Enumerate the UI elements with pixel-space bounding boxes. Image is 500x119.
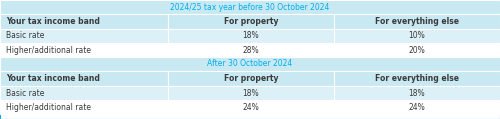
Bar (334, 29, 500, 43)
Bar (0, 0, 500, 14)
Bar (0, 43, 168, 57)
Bar (0, 29, 168, 43)
Text: 2024/25 tax year before 30 October 2024: 2024/25 tax year before 30 October 2024 (170, 2, 330, 12)
Text: 18%: 18% (242, 89, 259, 97)
Text: Your tax income band: Your tax income band (6, 74, 100, 83)
Bar (168, 86, 334, 100)
Bar (334, 43, 500, 57)
Text: 18%: 18% (242, 32, 259, 40)
Text: Higher/additional rate: Higher/additional rate (6, 102, 91, 112)
Text: For property: For property (224, 74, 278, 83)
Bar (0, 14, 168, 29)
Bar (168, 71, 334, 86)
Text: 10%: 10% (408, 32, 426, 40)
Bar (334, 14, 500, 29)
Text: 24%: 24% (242, 102, 259, 112)
Bar (168, 100, 334, 114)
Bar (168, 29, 334, 43)
Bar (334, 86, 500, 100)
Text: 28%: 28% (242, 45, 259, 55)
Text: Basic rate: Basic rate (6, 32, 44, 40)
Text: 18%: 18% (408, 89, 426, 97)
Bar (168, 14, 334, 29)
Text: Your tax income band: Your tax income band (6, 17, 100, 26)
Text: For property: For property (224, 17, 278, 26)
Text: 24%: 24% (408, 102, 426, 112)
Bar (334, 71, 500, 86)
Text: 20%: 20% (408, 45, 426, 55)
Text: For everything else: For everything else (375, 17, 459, 26)
Text: For everything else: For everything else (375, 74, 459, 83)
Bar (0, 71, 168, 86)
Text: Basic rate: Basic rate (6, 89, 44, 97)
Bar (0, 100, 168, 114)
Bar (168, 43, 334, 57)
Text: Higher/additional rate: Higher/additional rate (6, 45, 91, 55)
Text: After 30 October 2024: After 30 October 2024 (208, 60, 292, 69)
Bar (0, 86, 168, 100)
Bar (0, 57, 500, 71)
Bar (334, 100, 500, 114)
